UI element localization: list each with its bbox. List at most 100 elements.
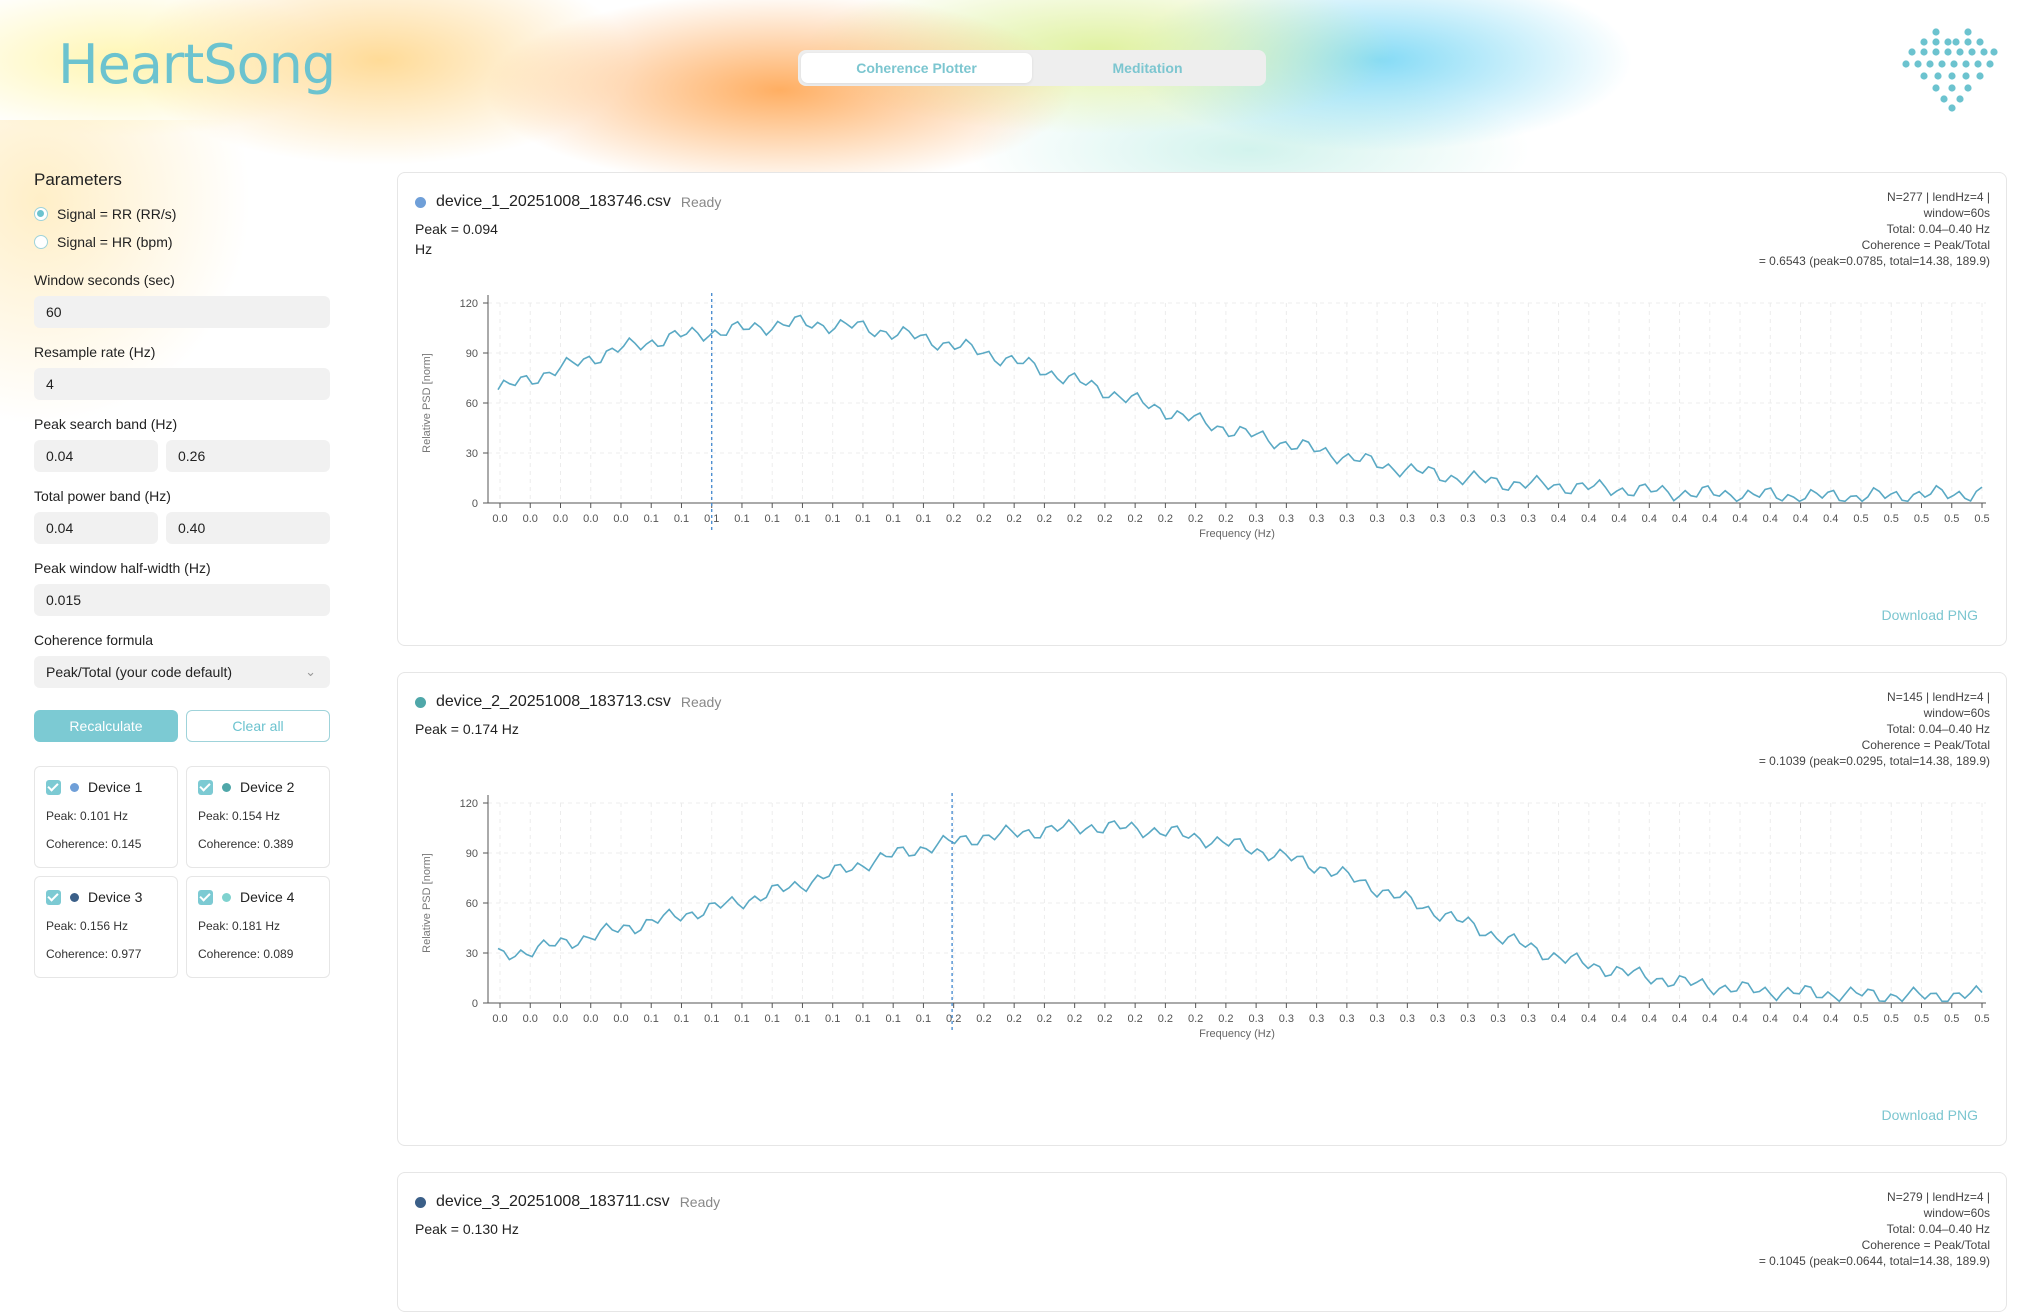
psd-chart-1: 0.0 0.0 0.0 0.0 0.0 0.1 0.1 0.1 0.1 0.1 0.1 0.1 0.1 0… <box>421 293 1990 540</box>
x-tick-label: 0.4 <box>1551 513 1566 525</box>
peak-line: Peak = 0.174 Hz <box>415 721 519 737</box>
signal-rr-option[interactable]: Signal = RR (RR/s) <box>34 200 334 228</box>
x-tick-label: 0.3 <box>1490 513 1505 525</box>
heartsong-logo: HeartSong <box>58 30 358 100</box>
device-card: Device 3 Peak: 0.156 Hz Coherence: 0.977 <box>34 876 178 978</box>
clear-all-button[interactable]: Clear all <box>186 710 330 742</box>
device-coherence: Coherence: 0.089 <box>198 947 294 961</box>
window-seconds-input[interactable]: 60 <box>34 296 330 328</box>
x-tick-label: 0.3 <box>1400 513 1415 525</box>
total-band-inputs: 0.04 0.40 <box>34 512 334 544</box>
x-tick-label: 0.1 <box>916 1013 931 1025</box>
y-tick-label: 30 <box>466 448 478 460</box>
x-tick-label: 0.5 <box>1914 1013 1929 1025</box>
x-tick-label: 0.5 <box>1944 513 1959 525</box>
x-tick-label: 0.1 <box>795 1013 810 1025</box>
checkbox-checked-icon[interactable] <box>198 779 213 795</box>
x-tick-label: 0.2 <box>946 513 961 525</box>
card-meta: N=145 | lendHz=4 | window=60s Total: 0.0… <box>1759 689 1990 769</box>
tab-coherence-plotter[interactable]: Coherence Plotter <box>801 53 1032 83</box>
meta-line: window=60s <box>1923 706 1990 720</box>
device-grid: Device 1 Peak: 0.101 Hz Coherence: 0.145… <box>34 766 334 978</box>
logo-text: HeartSong <box>58 33 336 96</box>
x-tick-label: 0.1 <box>855 1013 870 1025</box>
meta-line: Total: 0.04–0.40 Hz <box>1886 222 1990 236</box>
x-tick-label: 0.4 <box>1581 513 1596 525</box>
device-color-dot <box>415 196 426 208</box>
x-tick-label: 0.3 <box>1460 513 1475 525</box>
download-png-button[interactable]: Download PNG <box>1881 607 1979 623</box>
x-tick-label: 0.4 <box>1823 513 1838 525</box>
x-tick-label: 0.1 <box>916 513 931 525</box>
x-tick-label: 0.3 <box>1339 1013 1354 1025</box>
peak-readout: Peak = 0.130 Hz <box>415 1219 519 1239</box>
card-meta: N=277 | lendHz=4 | window=60s Total: 0.0… <box>1759 189 1990 269</box>
half-width-input[interactable]: 0.015 <box>34 584 330 616</box>
file-name: device_2_20251008_183713.csv <box>436 693 671 710</box>
x-tick-label: 0.1 <box>855 513 870 525</box>
x-tick-label: 0.4 <box>1551 1013 1566 1025</box>
x-tick-label: 0.3 <box>1339 513 1354 525</box>
device-peak: Peak: 0.101 Hz <box>46 809 129 823</box>
x-tick-label: 0.3 <box>1490 1013 1505 1025</box>
x-tick-label: 0.2 <box>1067 513 1082 525</box>
status-text: Ready <box>680 194 722 210</box>
download-png-button[interactable]: Download PNG <box>1881 1107 1979 1123</box>
peak-band-low-input[interactable]: 0.04 <box>34 440 158 472</box>
radio-selected-icon[interactable] <box>34 207 48 221</box>
checkbox-checked-icon[interactable] <box>46 779 61 795</box>
meta-line: N=279 | lendHz=4 | <box>1887 1190 1990 1204</box>
device-peak: Peak: 0.154 Hz <box>198 809 281 823</box>
device-card: Device 1 Peak: 0.101 Hz Coherence: 0.145 <box>34 766 178 868</box>
device-color-dot <box>415 696 426 708</box>
total-band-high-input[interactable]: 0.40 <box>166 512 330 544</box>
peak-band-label: Peak search band (Hz) <box>34 416 178 432</box>
x-tick-label: 0.3 <box>1430 513 1445 525</box>
x-tick-label: 0.1 <box>674 1013 689 1025</box>
y-tick-label: 90 <box>466 848 478 860</box>
device-coherence: Coherence: 0.977 <box>46 947 142 961</box>
x-tick-label: 0.4 <box>1732 513 1747 525</box>
checkbox-checked-icon[interactable] <box>46 889 61 905</box>
tab-meditation[interactable]: Meditation <box>1112 60 1183 76</box>
x-tick-label: 0.3 <box>1279 1013 1294 1025</box>
file-name: device_1_20251008_183746.csv <box>436 193 671 210</box>
meta-line: window=60s <box>1923 1206 1990 1220</box>
x-tick-label: 0.1 <box>886 1013 901 1025</box>
resample-rate-input[interactable]: 4 <box>34 368 330 400</box>
x-tick-label: 0.2 <box>1067 1013 1082 1025</box>
x-tick-label: 0.4 <box>1611 1013 1626 1025</box>
peak-band-high-input[interactable]: 0.26 <box>166 440 330 472</box>
x-tick-label: 0.5 <box>1914 513 1929 525</box>
radio-unselected-icon[interactable] <box>34 235 48 249</box>
y-tick-label: 0 <box>472 998 478 1010</box>
signal-hr-option[interactable]: Signal = HR (bpm) <box>34 228 334 256</box>
meta-line: = 0.1039 (peak=0.0295, total=14.38, 189.… <box>1758 754 1990 768</box>
meta-line: N=145 | lendHz=4 | <box>1887 690 1990 704</box>
device-name: Device 4 <box>240 889 295 905</box>
x-tick-label: 0.5 <box>1884 513 1899 525</box>
meta-line: window=60s <box>1923 206 1990 220</box>
x-tick-label: 0.1 <box>765 1013 780 1025</box>
device-peak: Peak: 0.181 Hz <box>198 919 281 933</box>
checkbox-checked-icon[interactable] <box>198 889 213 905</box>
device-color-dot <box>70 892 79 902</box>
recalculate-button[interactable]: Recalculate <box>34 710 178 742</box>
card-meta: N=279 | lendHz=4 | window=60s Total: 0.0… <box>1759 1189 1990 1269</box>
device-header: Device 4 <box>198 889 318 905</box>
x-tick-label: 0.4 <box>1642 1013 1657 1025</box>
x-tick-label: 0.4 <box>1763 513 1778 525</box>
device-color-dot <box>415 1196 426 1208</box>
x-tick-label: 0.1 <box>734 513 749 525</box>
card-title: device_3_20251008_183711.csv Ready <box>415 1193 720 1211</box>
meta-line: Total: 0.04–0.40 Hz <box>1886 722 1990 736</box>
x-tick-label: 0.1 <box>825 1013 840 1025</box>
total-band-low-input[interactable]: 0.04 <box>34 512 158 544</box>
x-tick-label: 0.2 <box>1127 1013 1142 1025</box>
window-seconds-label: Window seconds (sec) <box>34 272 175 288</box>
signal-hr-label: Signal = HR (bpm) <box>57 234 173 250</box>
x-tick-label: 0.3 <box>1400 1013 1415 1025</box>
formula-select[interactable]: Peak/Total (your code default) ⌄ <box>34 656 330 688</box>
x-tick-label: 0.0 <box>523 1013 538 1025</box>
y-tick-label: 60 <box>466 898 478 910</box>
